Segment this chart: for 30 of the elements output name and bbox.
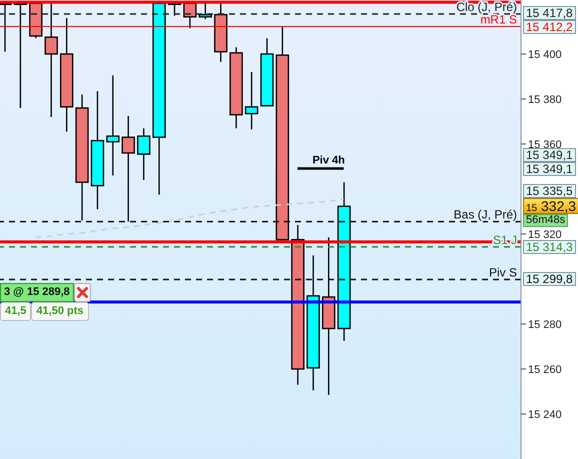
ref-line-label: mR1 S bbox=[480, 12, 517, 27]
y-tick-label: 15 240 bbox=[528, 408, 562, 421]
candlestick bbox=[44, 2, 58, 118]
candlestick bbox=[198, 2, 212, 20]
candlestick bbox=[244, 71, 258, 130]
line-series bbox=[34, 198, 345, 238]
ref-line-label: Bas (J, Pré) bbox=[454, 208, 517, 222]
text: 15 299,8 bbox=[523, 272, 576, 286]
series-label: Piv 4h bbox=[312, 154, 346, 167]
text: 15 314,3 bbox=[523, 240, 576, 254]
text: 15 417,8 bbox=[523, 6, 576, 20]
annotation: 3 @ 15 289,8 bbox=[0, 282, 74, 302]
text: 15 349,1 bbox=[523, 162, 576, 176]
ref-line-label: Piv S bbox=[488, 265, 517, 280]
y-tick-label: 15 260 bbox=[528, 364, 562, 376]
y-tick-label: 15 380 bbox=[528, 94, 562, 106]
candlestick bbox=[122, 115, 135, 222]
y-tick-label: 15 320 bbox=[528, 228, 562, 241]
candlestick bbox=[106, 74, 120, 176]
y-tick-label: 15 400 bbox=[528, 48, 562, 61]
text: 15 332,3 bbox=[526, 198, 576, 214]
candlestick bbox=[137, 128, 150, 181]
annotation: 41,50 pts bbox=[31, 302, 89, 321]
text: 15 349,1 bbox=[523, 148, 576, 162]
text: 15 412,2 bbox=[523, 20, 576, 34]
ref-line-label: Clo (J, Pré) bbox=[456, 0, 517, 14]
text: 56m48s bbox=[523, 214, 568, 228]
y-tick-label: 15 280 bbox=[528, 318, 562, 331]
text: 15 335,5 bbox=[523, 184, 576, 198]
annotation: 41,5 bbox=[0, 302, 32, 321]
